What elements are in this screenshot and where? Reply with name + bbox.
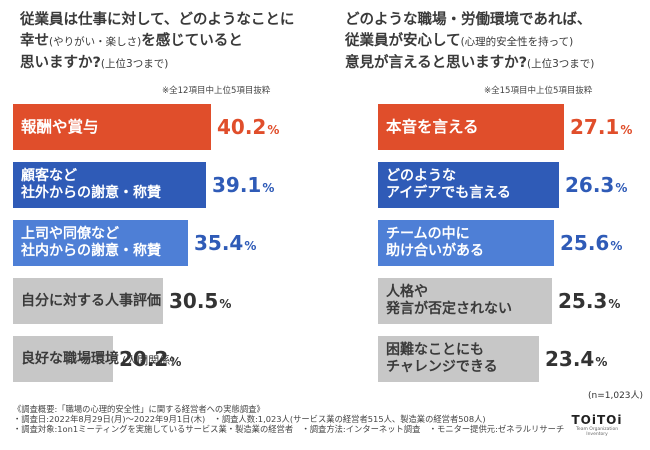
q1-line-2: 幸せ(やりがい・楽しさ)を感じていると [20, 31, 294, 53]
q2-line-3: 意見が言えると思いますか?(上位3つまで) [345, 53, 594, 75]
survey-summary: 《調査概要:「職場の心理的安全性」に関する経営者への実態調査》 ・調査日:202… [13, 404, 564, 434]
chart-2-bar-3-value-unit: % [610, 239, 623, 253]
chart-2-bar-3-value-number: 25.6 [560, 231, 610, 255]
chart-2-bar-4-value: 25.3% [558, 278, 620, 324]
chart-1-bar-3 [13, 220, 188, 266]
chart-1-bar-2-value: 39.1% [212, 162, 274, 208]
chart-1-bar-1-value: 40.2% [217, 104, 279, 150]
chart-2-bar-4-value-unit: % [608, 297, 621, 311]
chart-2-bar-2-label: どのような アイデアでも言える [386, 162, 511, 208]
chart-2-bar-2-value-unit: % [615, 181, 628, 195]
chart-1-bar-5-value-unit: % [169, 355, 182, 369]
chart-1-bar-2-label-line-1: 顧客など [21, 168, 77, 184]
chart-1-bar-3-label-line-2: 社内からの謝意・称賛 [21, 243, 161, 259]
q2-line-2-main: 従業員が安心して [345, 33, 461, 49]
chart-1-bar-5-label: 良好な職場環境 (人間関係) [21, 336, 175, 382]
q1-line-1: 従業員は仕事に対して、どのようなことに [20, 12, 295, 28]
chart-1-bar-3-value: 35.4% [194, 220, 256, 266]
chart-2-bar-3-value: 25.6% [560, 220, 622, 266]
chart-2-bar-3 [378, 220, 554, 266]
chart-1-bar-5-value: 20.2% [119, 336, 181, 382]
chart-2-bars: 本音を言える 27.1% どのような アイデアでも言える 26.3% チームの中に 助け合い… [378, 104, 650, 384]
chart-2-bar-4-value-number: 25.3 [558, 289, 608, 313]
survey-summary-line-2: ・調査日:2022年8月29日(月)〜2022年9月1日(木) ・調査人数:1,… [13, 414, 486, 424]
chart-1-bar-5-value-number: 20.2 [119, 347, 169, 371]
chart-1-bar-2 [13, 162, 206, 208]
chart-2-bar-5-value: 23.4% [545, 336, 607, 382]
chart-1-bars: 報酬や賞与 40.2% 顧客など 社外からの謝意・称賛 39.1% 上司や同僚など 社内から… [13, 104, 313, 384]
chart-1-bar-3-label: 上司や同僚など 社内からの謝意・称賛 [21, 220, 161, 266]
chart-2-bar-4-label-line-1: 人格や [386, 284, 428, 300]
chart-1-bar-3-label-line-1: 上司や同僚など [21, 226, 119, 242]
q1-line-3-paren: (上位3つまで) [100, 58, 169, 70]
chart-2-bar-4 [378, 278, 552, 324]
chart-2-bar-5-value-number: 23.4 [545, 347, 595, 371]
chart-1-bar-1-label: 報酬や賞与 [21, 104, 99, 150]
chart-2-bar-1-value-unit: % [620, 123, 633, 137]
chart-2-bar-5-label-line-1: 困難なことにも [386, 342, 484, 358]
chart-1-bar-5-label-line-1: 良好な職場環境 [21, 350, 119, 367]
chart-1-bar-3-value-number: 35.4 [194, 231, 244, 255]
chart-1-bar-1-value-number: 40.2 [217, 115, 267, 139]
chart-1-bar-5 [13, 336, 113, 382]
q2-line-1: どのような職場・労働環境であれば、 [345, 12, 592, 28]
q2-line-3-paren: (上位3つまで) [526, 58, 595, 70]
chart-1-bar-3-value-unit: % [244, 239, 257, 253]
chart-1-note: ※全12項目中上位5項目抜粋 [162, 86, 271, 96]
chart-1-bar-5-label-line-2: (人間関係) [122, 353, 175, 367]
chart-2-bar-2-label-line-2: アイデアでも言える [386, 185, 511, 201]
q1-line-2-paren: (やりがい・楽しさ) [49, 36, 142, 48]
chart-1-bar-1-label-line-1: 報酬や賞与 [21, 117, 99, 136]
q1-line-3-main: 思いますか? [20, 55, 101, 71]
chart-2-bar-1-label: 本音を言える [386, 104, 479, 150]
chart-2-bar-2-value-number: 26.3 [565, 173, 615, 197]
chart-1-bar-2-value-number: 39.1 [212, 173, 262, 197]
chart-2-bar-5-label: 困難なことにも チャレンジできる [386, 336, 498, 382]
logo-tagline: Team Organization Inventory [575, 427, 619, 437]
sample-size: (n=1,023人) [588, 391, 644, 401]
chart-1-bar-2-value-unit: % [262, 181, 275, 195]
chart-1-bar-4-value: 30.5% [169, 278, 231, 324]
q2-line-3-main: 意見が言えると思いますか? [345, 55, 527, 71]
chart-1-bar-4-label: 自分に対する人事評価 [21, 278, 161, 324]
q2-line-2: 従業員が安心して(心理的安全性を持って) [345, 31, 594, 53]
chart-2-bar-4-label: 人格や 発言が否定されない [386, 278, 512, 324]
logo-wordmark: TOiTOi [571, 413, 623, 427]
q2-line-2-paren: (心理的安全性を持って) [460, 36, 574, 48]
chart-1-bar-2-label-line-2: 社外からの謝意・称賛 [21, 185, 161, 201]
q1-line-2-main: 幸せ [20, 33, 49, 49]
chart-2-bar-3-label: チームの中に 助け合いがある [386, 220, 484, 266]
chart-2-bar-4-label-line-2: 発言が否定されない [386, 301, 512, 317]
chart-2-note: ※全15項目中上位5項目抜粋 [484, 86, 593, 96]
chart-1-bar-4-label-line-1: 自分に対する人事評価 [21, 292, 161, 309]
chart-2-bar-1-value: 27.1% [570, 104, 632, 150]
chart-1-bar-4 [13, 278, 163, 324]
chart-1-bar-1-value-unit: % [267, 123, 280, 137]
survey-summary-line-3: ・調査対象:1on1ミーティングを実施しているサービス業・製造業の経営者 ・調査… [13, 424, 565, 434]
chart-1-bar-2-label: 顧客など 社外からの謝意・称賛 [21, 162, 161, 208]
chart-1-bar-4-value-unit: % [219, 297, 232, 311]
chart-2-bar-1 [378, 104, 564, 150]
q1-line-2-rest: を感じていると [141, 33, 243, 49]
question-2-title: どのような職場・労働環境であれば、 従業員が安心して(心理的安全性を持って) 意… [345, 10, 594, 75]
chart-1-bar-4-value-number: 30.5 [169, 289, 219, 313]
chart-2-bar-2-value: 26.3% [565, 162, 627, 208]
survey-summary-line-1: 《調査概要:「職場の心理的安全性」に関する経営者への実態調査》 [13, 404, 265, 414]
chart-2-bar-5-value-unit: % [595, 355, 608, 369]
chart-2-bar-5-label-line-2: チャレンジできる [386, 359, 498, 375]
q1-line-3: 思いますか?(上位3つまで) [20, 53, 294, 75]
chart-2-bar-5 [378, 336, 539, 382]
question-1-title: 従業員は仕事に対して、どのようなことに 幸せ(やりがい・楽しさ)を感じていると … [20, 10, 294, 75]
chart-2-bar-3-label-line-1: チームの中に [386, 226, 470, 242]
chart-1-bar-1 [13, 104, 211, 150]
chart-2-bar-3-label-line-2: 助け合いがある [386, 243, 484, 259]
chart-2-bar-2 [378, 162, 559, 208]
toitoi-logo: TOiTOi Team Organization Inventory [565, 413, 629, 437]
chart-2-bar-2-label-line-1: どのような [386, 168, 456, 184]
chart-2-bar-1-value-number: 27.1 [570, 115, 620, 139]
chart-2-bar-1-label-line-1: 本音を言える [386, 117, 479, 136]
